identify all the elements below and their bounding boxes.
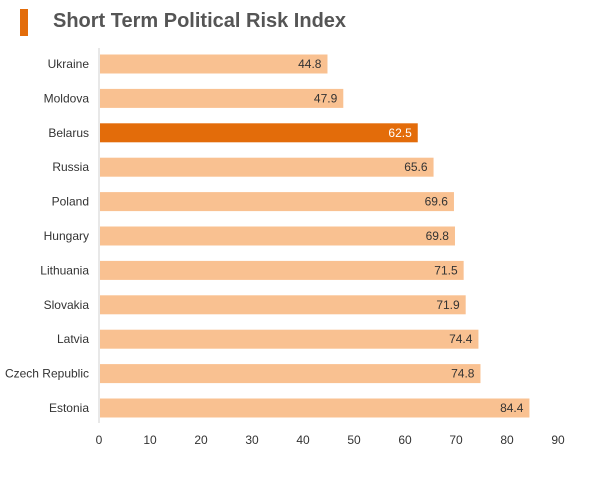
category-label-moldova: Moldova bbox=[44, 91, 90, 105]
data-label-belarus: 62.5 bbox=[388, 126, 412, 140]
data-label-estonia: 84.4 bbox=[500, 401, 524, 415]
data-label-russia: 65.6 bbox=[404, 160, 428, 174]
category-label-latvia: Latvia bbox=[57, 332, 89, 346]
bar-latvia bbox=[100, 329, 479, 349]
bar-hungary bbox=[100, 226, 455, 246]
data-label-lithuania: 71.5 bbox=[434, 263, 458, 277]
x-tick-label-70: 70 bbox=[449, 433, 463, 447]
bar-estonia bbox=[100, 398, 530, 418]
x-tick-label-0: 0 bbox=[96, 433, 103, 447]
category-label-lithuania: Lithuania bbox=[40, 263, 89, 277]
bar-poland bbox=[100, 192, 454, 212]
x-tick-label-20: 20 bbox=[194, 433, 208, 447]
category-label-poland: Poland bbox=[52, 195, 89, 209]
data-label-hungary: 69.8 bbox=[426, 229, 450, 243]
x-tick-label-60: 60 bbox=[398, 433, 412, 447]
bar-moldova bbox=[100, 88, 344, 108]
category-label-ukraine: Ukraine bbox=[48, 57, 90, 71]
x-tick-label-50: 50 bbox=[347, 433, 361, 447]
x-tick-label-90: 90 bbox=[551, 433, 565, 447]
x-tick-label-40: 40 bbox=[296, 433, 310, 447]
title-marker bbox=[20, 9, 28, 36]
x-ticks-layer: 0 10 20 30 40 50 60 70 80 90 bbox=[96, 433, 565, 447]
data-label-latvia: 74.4 bbox=[449, 332, 473, 346]
data-label-slovakia: 71.9 bbox=[436, 298, 460, 312]
bar-lithuania bbox=[100, 260, 464, 280]
data-label-ukraine: 44.8 bbox=[298, 57, 322, 71]
bars-layer: Ukraine 44.8 Moldova 47.9 Belarus 62.5 Russia 6… bbox=[5, 54, 530, 418]
x-tick-label-10: 10 bbox=[143, 433, 157, 447]
category-label-estonia: Estonia bbox=[49, 401, 89, 415]
bar-ukraine bbox=[100, 54, 328, 74]
data-label-czech-republic: 74.8 bbox=[451, 367, 475, 381]
chart-title: Short Term Political Risk Index bbox=[53, 10, 347, 32]
bar-czech-republic bbox=[100, 364, 481, 384]
category-label-hungary: Hungary bbox=[44, 229, 89, 243]
x-tick-label-30: 30 bbox=[245, 433, 259, 447]
bar-slovakia bbox=[100, 295, 466, 315]
category-label-slovakia: Slovakia bbox=[44, 298, 90, 312]
category-label-belarus: Belarus bbox=[48, 126, 89, 140]
category-label-russia: Russia bbox=[52, 160, 89, 174]
data-label-poland: 69.6 bbox=[425, 195, 449, 209]
x-tick-label-80: 80 bbox=[500, 433, 514, 447]
bar-russia bbox=[100, 157, 434, 177]
data-label-moldova: 47.9 bbox=[314, 91, 338, 105]
bar-belarus bbox=[100, 123, 418, 143]
category-label-czech-republic: Czech Republic bbox=[5, 367, 89, 381]
